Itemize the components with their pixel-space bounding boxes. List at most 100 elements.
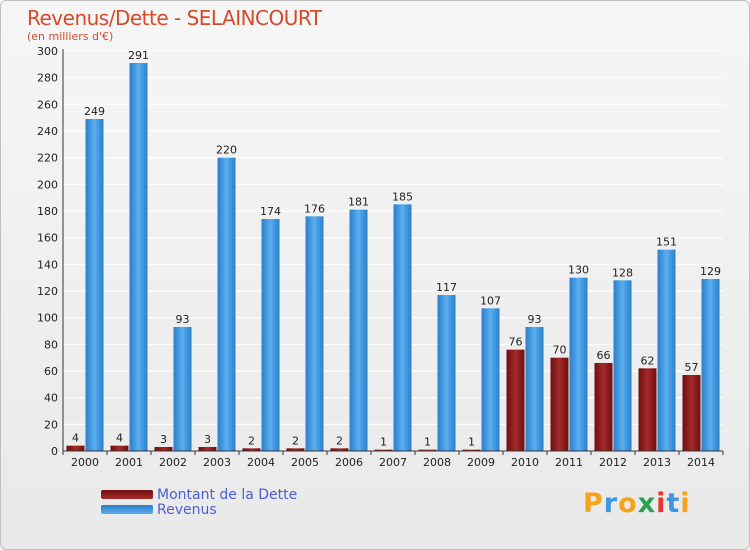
x-tick-label: 2000: [71, 456, 99, 469]
x-tick-label: 2010: [511, 456, 539, 469]
legend-label-debt: Montant de la Dette: [157, 486, 298, 503]
x-tick-label: 2003: [203, 456, 231, 469]
bar-debt-2003: [198, 447, 217, 451]
bar-debt-2000: [66, 445, 85, 451]
data-label-debt-2003: 3: [204, 433, 211, 446]
y-tick-label: 20: [44, 418, 58, 431]
y-tick-label: 220: [37, 152, 58, 165]
bar-revenus-2001: [129, 63, 148, 451]
data-label-revenus-2000: 249: [84, 105, 105, 118]
data-label-revenus-2006: 181: [348, 196, 369, 209]
y-tick-label: 160: [37, 232, 58, 245]
bar-debt-2007: [374, 449, 393, 451]
data-label-debt-2013: 62: [641, 354, 655, 367]
logo-letter: P: [583, 488, 604, 519]
data-label-debt-2000: 4: [72, 432, 79, 445]
bar-debt-2002: [154, 447, 173, 451]
logo-letter: o: [618, 488, 638, 519]
data-label-revenus-2013: 151: [656, 236, 677, 249]
bar-revenus-2005: [305, 216, 324, 451]
data-label-revenus-2005: 176: [304, 202, 325, 215]
data-label-revenus-2004: 174: [260, 205, 281, 218]
data-label-revenus-2014: 129: [700, 265, 721, 278]
bar-revenus-2011: [569, 277, 588, 451]
legend-item-debt: Montant de la Dette: [101, 486, 298, 503]
y-tick-label: 140: [37, 258, 58, 271]
x-tick-label: 2012: [599, 456, 627, 469]
legend-swatch-revenus: [101, 505, 153, 514]
bar-revenus-2000: [85, 119, 104, 451]
data-label-revenus-2008: 117: [436, 281, 457, 294]
x-tick-label: 2014: [687, 456, 715, 469]
data-label-revenus-2011: 130: [568, 264, 589, 277]
bar-revenus-2006: [349, 209, 368, 451]
bar-debt-2014: [682, 375, 701, 451]
bar-debt-2012: [594, 363, 613, 451]
data-label-debt-2012: 66: [597, 349, 611, 362]
data-label-revenus-2012: 128: [612, 266, 633, 279]
y-tick-label: 80: [44, 338, 58, 351]
legend: Montant de la Dette Revenus: [101, 486, 298, 518]
x-tick-label: 2001: [115, 456, 143, 469]
axis-layer: 0 20 40 60 80 100 120 140 160 180 200 220 240 260 280 3…: [37, 45, 724, 469]
data-label-revenus-2007: 185: [392, 190, 413, 203]
legend-swatch-debt: [101, 490, 153, 499]
bar-revenus-2009: [481, 308, 500, 451]
x-tick-label: 2009: [467, 456, 495, 469]
data-label-revenus-2003: 220: [216, 144, 237, 157]
data-label-debt-2006: 2: [336, 434, 343, 447]
bar-debt-2008: [418, 449, 437, 451]
x-tick-label: 2007: [379, 456, 407, 469]
data-label-debt-2009: 1: [468, 436, 475, 449]
bar-revenus-2014: [701, 279, 720, 451]
legend-item-revenus: Revenus: [101, 501, 297, 518]
bar-revenus-2012: [613, 280, 632, 451]
y-tick-label: 0: [51, 445, 58, 458]
logo-letter: t: [666, 488, 681, 519]
data-label-revenus-2010: 93: [528, 313, 542, 326]
bar-debt-2009: [462, 449, 481, 451]
y-tick-label: 180: [37, 205, 58, 218]
bar-revenus-2002: [173, 327, 192, 451]
logo-letter: r: [603, 488, 619, 519]
y-tick-label: 100: [37, 312, 58, 325]
proxiti-logo: Proxiti: [583, 488, 691, 519]
x-tick-label: 2002: [159, 456, 187, 469]
data-label-debt-2008: 1: [424, 436, 431, 449]
data-label-debt-2002: 3: [160, 433, 167, 446]
data-label-revenus-2002: 93: [176, 313, 190, 326]
x-tick-label: 2013: [643, 456, 671, 469]
data-label-debt-2005: 2: [292, 434, 299, 447]
bar-revenus-2004: [261, 219, 280, 451]
legend-label-revenus: Revenus: [157, 501, 217, 518]
bar-revenus-2007: [393, 204, 412, 451]
bar-debt-2006: [330, 448, 349, 451]
bars-layer: [66, 63, 720, 451]
bar-debt-2011: [550, 357, 569, 451]
data-label-debt-2007: 1: [380, 436, 387, 449]
bar-revenus-2003: [217, 157, 236, 451]
bar-debt-2004: [242, 448, 261, 451]
labels-layer: 4 249 4 291 3 93 3 220 2 174 2 176 2 181 1 185 1 117 1 107 7…: [72, 49, 721, 449]
y-tick-label: 200: [37, 178, 58, 191]
y-tick-label: 240: [37, 125, 58, 138]
y-tick-label: 40: [44, 392, 58, 405]
data-label-revenus-2001: 291: [128, 49, 149, 62]
bar-debt-2001: [110, 445, 129, 451]
bar-debt-2010: [506, 349, 525, 451]
chart-title: Revenus/Dette - SELAINCOURT: [27, 6, 322, 30]
bar-debt-2013: [638, 368, 657, 451]
bar-revenus-2013: [657, 249, 676, 451]
y-tick-label: 60: [44, 365, 58, 378]
data-label-debt-2001: 4: [116, 432, 123, 445]
x-tick-label: 2006: [335, 456, 363, 469]
y-tick-label: 120: [37, 285, 58, 298]
data-label-debt-2014: 57: [685, 361, 699, 374]
y-tick-label: 280: [37, 72, 58, 85]
x-tick-label: 2005: [291, 456, 319, 469]
data-label-revenus-2009: 107: [480, 294, 501, 307]
y-tick-label: 300: [37, 45, 58, 58]
bar-revenus-2010: [525, 327, 544, 451]
